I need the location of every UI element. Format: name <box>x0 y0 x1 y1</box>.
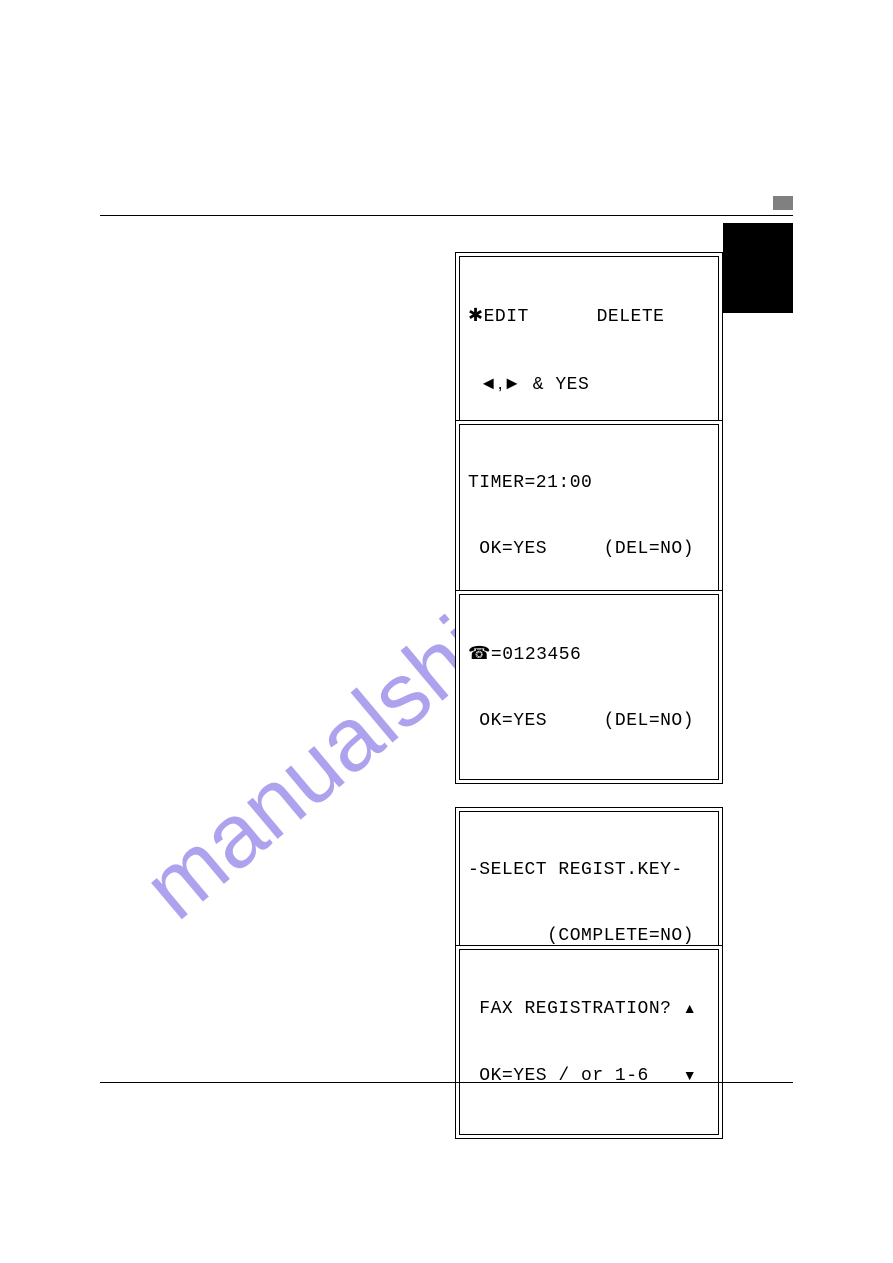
phone-icon: ☎ <box>468 643 491 663</box>
lcd-line-1: ✱EDIT DELETE <box>468 304 710 328</box>
section-tab <box>773 196 793 210</box>
lcd-panel-edit-delete: ✱EDIT DELETE ◄,► & YES <box>455 252 723 448</box>
lcd-inner-frame: ✱EDIT DELETE ◄,► & YES <box>459 256 719 444</box>
lcd-outer-frame: ✱EDIT DELETE ◄,► & YES <box>455 252 723 448</box>
lcd-line-1: FAX REGISTRATION? ▲ <box>468 997 710 1020</box>
lcd-panel-phone-number: ☎=0123456 OK=YES (DEL=NO) <box>455 590 723 784</box>
lcd-line-2: OK=YES (DEL=NO) <box>468 538 710 560</box>
lcd-outer-frame: FAX REGISTRATION? ▲ OK=YES / or 1-6 ▼ <box>455 945 723 1139</box>
lcd-line-1: TIMER=21:00 <box>468 472 710 494</box>
up-arrow-icon: ▲ <box>683 1000 697 1016</box>
down-arrow-icon: ▼ <box>683 1067 697 1083</box>
lcd-line-2: ◄,► & YES <box>468 372 710 396</box>
lcd-line-2: OK=YES (DEL=NO) <box>468 710 710 732</box>
chapter-margin-block <box>723 223 793 313</box>
lcd-line-1: -SELECT REGIST.KEY- <box>468 859 710 881</box>
lcd-inner-frame: ☎=0123456 OK=YES (DEL=NO) <box>459 594 719 780</box>
lcd-outer-frame: TIMER=21:00 OK=YES (DEL=NO) <box>455 420 723 612</box>
lcd-inner-frame: FAX REGISTRATION? ▲ OK=YES / or 1-6 ▼ <box>459 949 719 1135</box>
lcd-inner-frame: TIMER=21:00 OK=YES (DEL=NO) <box>459 424 719 608</box>
lcd-outer-frame: ☎=0123456 OK=YES (DEL=NO) <box>455 590 723 784</box>
left-right-arrows-icon: ◄,► <box>479 373 521 393</box>
lcd-panel-fax-registration: FAX REGISTRATION? ▲ OK=YES / or 1-6 ▼ <box>455 945 723 1139</box>
asterisk-icon: ✱ <box>468 305 484 325</box>
bottom-horizontal-rule <box>100 1082 793 1083</box>
lcd-line-2: OK=YES / or 1-6 ▼ <box>468 1064 710 1087</box>
top-horizontal-rule <box>100 215 793 216</box>
lcd-panel-timer: TIMER=21:00 OK=YES (DEL=NO) <box>455 420 723 612</box>
lcd-line-2: (COMPLETE=NO) <box>468 925 710 947</box>
lcd-line-1: ☎=0123456 <box>468 642 710 666</box>
